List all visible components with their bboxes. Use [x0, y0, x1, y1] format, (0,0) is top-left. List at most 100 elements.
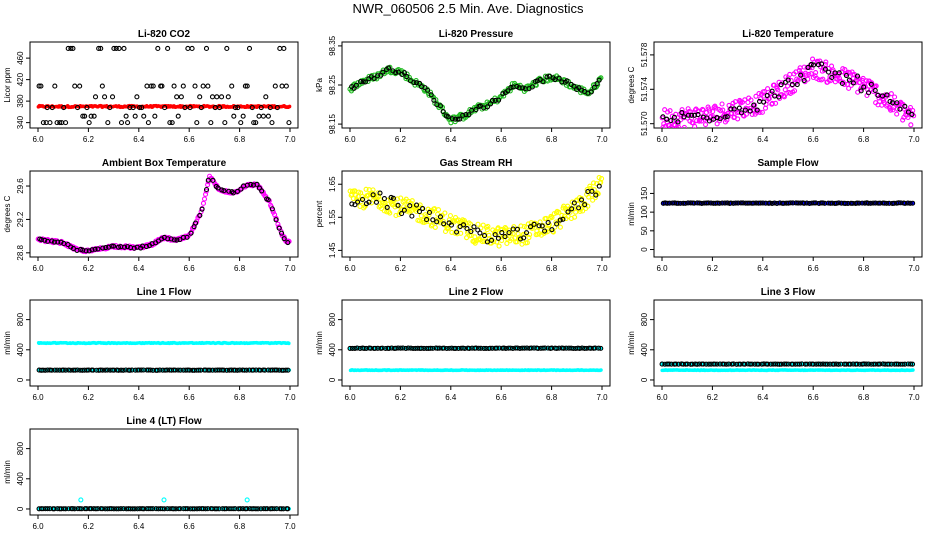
data-point	[260, 113, 266, 119]
data-point	[171, 83, 177, 89]
data-point	[774, 200, 780, 206]
data-point	[505, 88, 511, 94]
data-point	[680, 200, 686, 206]
data-point	[455, 116, 461, 122]
data-point	[820, 76, 826, 82]
data-point	[355, 199, 361, 205]
y-tick-label: 150	[640, 186, 649, 200]
data-point	[700, 107, 706, 113]
data-point	[199, 206, 205, 212]
x-tick-label: 6.6	[496, 135, 508, 144]
data-point	[907, 361, 914, 367]
data-point	[716, 200, 722, 206]
data-point	[111, 243, 117, 249]
data-point	[556, 75, 562, 81]
data-point	[440, 109, 446, 115]
data-point	[384, 204, 390, 210]
chart-panel-1: Li-820 CO2 Licor ppm 6.0 6.2 6.4 6.6 6.8 7.0 340…	[3, 29, 299, 144]
x-tick-label: 6.4	[133, 135, 145, 144]
data-point	[823, 59, 829, 65]
data-point	[563, 345, 569, 351]
data-point	[372, 345, 378, 351]
data-point	[892, 94, 898, 100]
data-point	[354, 345, 360, 351]
data-point	[681, 124, 687, 128]
data-point	[664, 116, 670, 122]
chart-title: Line 1 Flow	[137, 287, 192, 298]
data-point	[51, 239, 57, 245]
data-point	[877, 361, 883, 367]
data-point	[861, 84, 867, 90]
x-tick-label: 7.0	[284, 522, 296, 531]
data-point	[514, 345, 521, 351]
data-point	[463, 111, 469, 118]
data-point	[747, 361, 753, 367]
data-point	[596, 345, 602, 351]
chart-title: Line 2 Flow	[449, 287, 504, 298]
chart-title: Line 3 Flow	[761, 287, 816, 298]
data-point	[868, 81, 874, 87]
data-point	[70, 45, 76, 52]
data-point	[720, 107, 726, 113]
series-2-black	[36, 506, 291, 512]
x-tick-label: 7.0	[284, 135, 296, 144]
data-point	[811, 200, 817, 206]
data-point	[759, 109, 765, 115]
series-2-black	[660, 200, 916, 206]
data-point	[599, 176, 605, 182]
data-point	[466, 112, 472, 118]
series-1-yellow	[347, 174, 605, 249]
data-point	[492, 97, 498, 103]
series-1-red	[36, 103, 292, 110]
data-point	[120, 367, 126, 373]
data-point	[347, 345, 353, 351]
data-points	[660, 200, 916, 206]
data-point	[201, 196, 208, 202]
data-point	[224, 367, 230, 373]
data-point	[516, 85, 522, 91]
data-point	[724, 200, 730, 206]
data-point	[217, 105, 223, 111]
data-point	[115, 367, 122, 373]
data-point	[401, 70, 408, 76]
data-point	[395, 69, 401, 75]
data-point	[496, 97, 502, 103]
data-point	[685, 200, 691, 206]
y-tick-label: 1.45	[328, 242, 337, 258]
data-point	[285, 506, 291, 512]
data-point	[244, 506, 250, 512]
x-tick-label: 6.0	[32, 264, 44, 273]
series-2-black	[660, 61, 915, 125]
data-point	[77, 83, 83, 89]
data-point	[49, 105, 55, 111]
data-point	[359, 196, 366, 203]
data-point	[63, 506, 69, 512]
data-point	[900, 117, 906, 123]
data-point	[177, 367, 183, 373]
data-point	[154, 367, 160, 373]
data-point	[422, 85, 428, 91]
data-point	[171, 237, 177, 243]
chart-title: Li-820 Pressure	[439, 29, 514, 40]
data-point	[426, 209, 433, 215]
data-point	[152, 113, 158, 119]
data-point	[706, 361, 712, 367]
data-point	[352, 345, 358, 352]
data-point	[785, 77, 791, 83]
x-tick-label: 6.6	[496, 393, 508, 402]
data-point	[691, 200, 697, 206]
data-point	[137, 105, 143, 111]
data-point	[865, 361, 872, 367]
series-2-black	[37, 177, 291, 254]
data-point	[762, 89, 768, 95]
x-tick-label: 6.2	[395, 135, 407, 144]
data-point	[143, 243, 150, 250]
data-point	[757, 96, 764, 102]
data-point	[40, 506, 46, 512]
data-point	[430, 345, 436, 351]
data-point	[96, 45, 102, 52]
data-point	[60, 367, 66, 373]
data-point	[132, 113, 138, 119]
data-point	[395, 345, 401, 351]
data-point	[695, 112, 701, 118]
